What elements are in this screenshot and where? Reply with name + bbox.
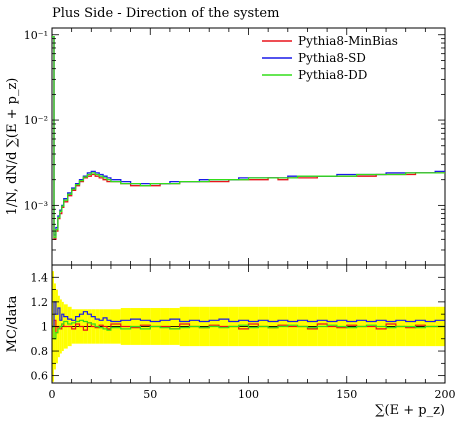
main-y-ticks: 10⁻³ 10⁻² 10⁻¹ (24, 29, 445, 266)
x-axis-label: ∑(E + p_z) (375, 403, 445, 418)
ratio-y-tick-label: 1 (41, 320, 48, 333)
legend-label: Pythia8-DD (298, 68, 367, 82)
x-tick-label: 100 (238, 388, 259, 401)
main-series-group (52, 36, 445, 240)
legend-label: Pythia8-MinBias (298, 34, 398, 48)
x-tick-label: 0 (49, 388, 56, 401)
main-y-axis-label: 1/N, dN/d ∑(E + p_z) (5, 78, 20, 216)
series-line-pythia8-sd (52, 36, 445, 236)
chart-title: Plus Side - Direction of the system (52, 6, 279, 21)
ratio-y-tick-label: 1.4 (31, 271, 49, 284)
series-line-pythia8-minbias (52, 36, 445, 240)
ratio-panel: 0.6 0.8 1 1.2 1.4 0 50 100 150 200 MC/data ∑(E +… (5, 264, 456, 418)
ratio-series-group (52, 301, 445, 340)
x-tick-label: 50 (143, 388, 157, 401)
main-panel: 10⁻³ 10⁻² 10⁻¹ 1/N, dN/d ∑(E + p_z) Pythia… (5, 27, 446, 266)
ratio-y-tick-label: 0.6 (31, 370, 49, 383)
y-tick-label: 10⁻¹ (24, 29, 48, 42)
legend-label: Pythia8-SD (298, 51, 366, 65)
main-x-ticks (51, 28, 446, 265)
ratio-y-ticks: 0.6 0.8 1 1.2 1.4 (31, 271, 445, 383)
ratio-x-ticks: 0 50 100 150 200 (49, 265, 456, 401)
ratio-y-axis-label: MC/data (5, 295, 20, 352)
main-plot-frame (51, 27, 446, 266)
ratio-line-pythia8-minbias (52, 319, 445, 334)
series-line-pythia8-dd (52, 36, 445, 239)
ratio-y-tick-label: 1.2 (31, 296, 49, 309)
y-tick-label: 10⁻² (24, 114, 48, 127)
x-tick-label: 200 (435, 388, 456, 401)
ratio-y-tick-label: 0.8 (31, 345, 49, 358)
x-tick-label: 150 (336, 388, 357, 401)
ratio-line-pythia8-dd (52, 319, 445, 340)
y-tick-label: 10⁻³ (24, 199, 48, 212)
ratio-line-pythia8-sd (52, 301, 445, 328)
legend: Pythia8-MinBias Pythia8-SD Pythia8-DD (262, 34, 398, 82)
